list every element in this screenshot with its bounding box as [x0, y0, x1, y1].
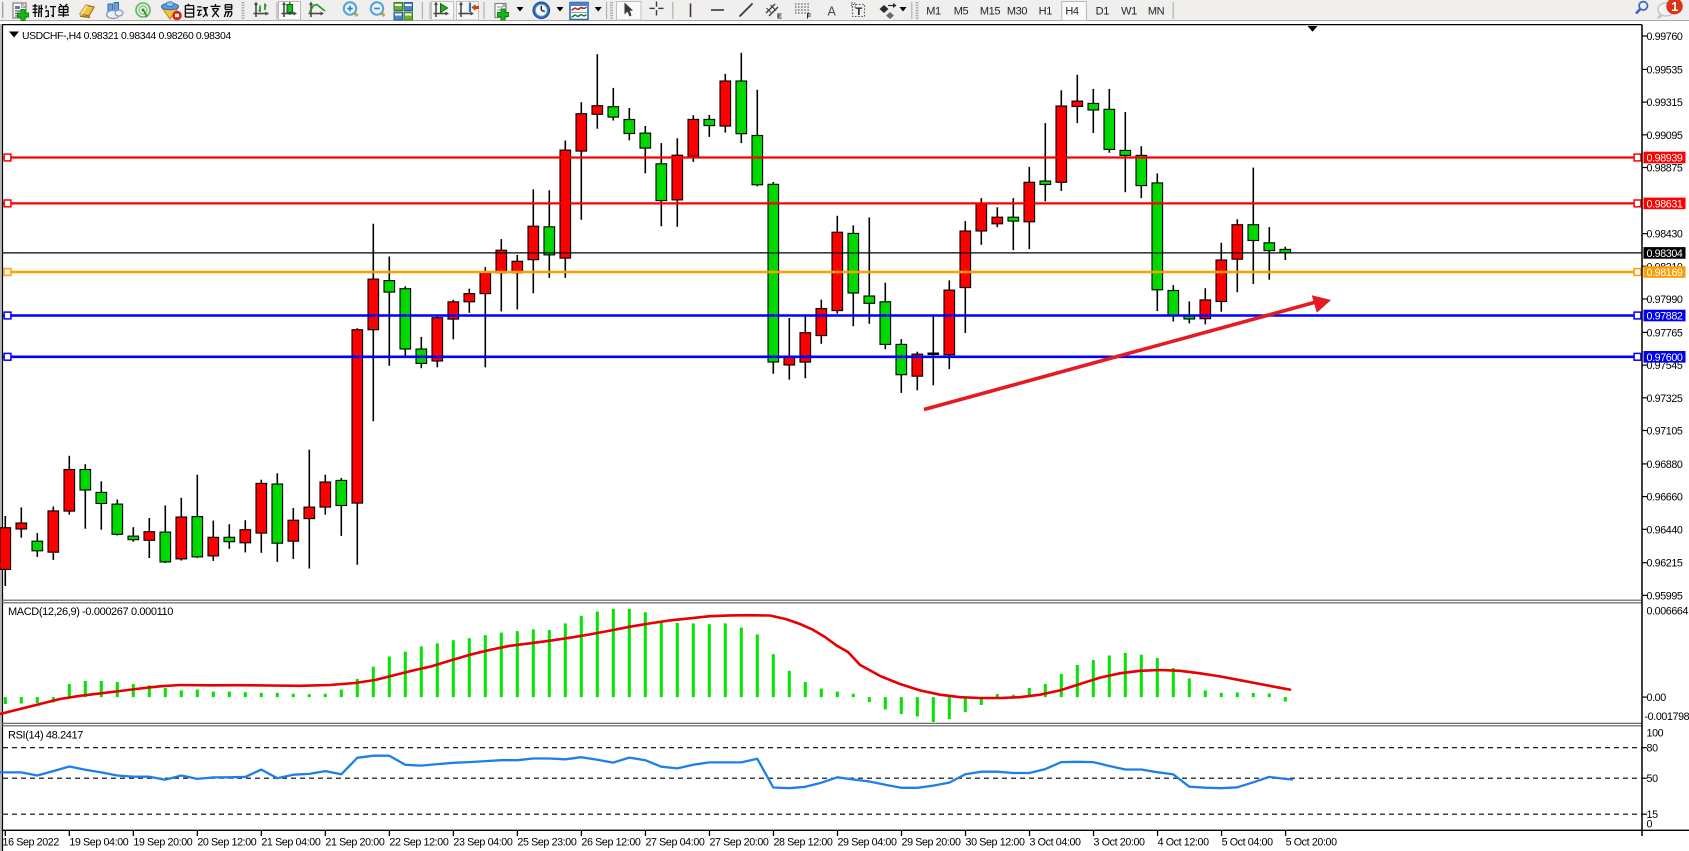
- svg-text:RSI(14) 48.2417: RSI(14) 48.2417: [8, 730, 83, 742]
- svg-text:0.99095: 0.99095: [1647, 130, 1683, 142]
- svg-text:0.97882: 0.97882: [1647, 311, 1683, 323]
- svg-text:21 Sep 20:00: 21 Sep 20:00: [325, 837, 384, 849]
- svg-text:100: 100: [1647, 728, 1664, 740]
- svg-text:W1: W1: [1121, 6, 1137, 18]
- svg-text:15: 15: [1647, 809, 1659, 821]
- svg-text:30 Sep 12:00: 30 Sep 12:00: [966, 837, 1025, 849]
- svg-text:-0.001798: -0.001798: [1645, 711, 1689, 723]
- svg-text:MACD(12,26,9) -0.000267 0.0001: MACD(12,26,9) -0.000267 0.000110: [8, 606, 173, 618]
- svg-text:0.98169: 0.98169: [1647, 267, 1683, 279]
- svg-text:0.98430: 0.98430: [1647, 229, 1683, 241]
- svg-text:50: 50: [1647, 773, 1659, 785]
- svg-text:0: 0: [1647, 818, 1653, 830]
- svg-text:0.98304: 0.98304: [1647, 248, 1683, 260]
- svg-text:0.98631: 0.98631: [1647, 198, 1683, 210]
- svg-text:20 Sep 12:00: 20 Sep 12:00: [197, 837, 256, 849]
- svg-text:29 Sep 04:00: 29 Sep 04:00: [837, 837, 896, 849]
- svg-text:H4: H4: [1065, 6, 1079, 18]
- svg-text:0.95995: 0.95995: [1647, 590, 1683, 602]
- svg-text:0.97600: 0.97600: [1647, 352, 1683, 364]
- svg-text:MN: MN: [1148, 6, 1165, 18]
- svg-text:80: 80: [1647, 743, 1659, 755]
- svg-text:21 Sep 04:00: 21 Sep 04:00: [261, 837, 320, 849]
- svg-text:0.98875: 0.98875: [1647, 163, 1683, 175]
- svg-text:19 Sep 04:00: 19 Sep 04:00: [69, 837, 128, 849]
- svg-text:0.97325: 0.97325: [1647, 393, 1683, 405]
- svg-text:M30: M30: [1007, 6, 1028, 18]
- svg-text:3 Oct 04:00: 3 Oct 04:00: [1030, 837, 1082, 849]
- svg-text:0.96440: 0.96440: [1647, 524, 1683, 536]
- svg-text:0.98939: 0.98939: [1647, 153, 1683, 165]
- svg-text:0.99535: 0.99535: [1647, 64, 1683, 76]
- svg-text:19 Sep 20:00: 19 Sep 20:00: [133, 837, 192, 849]
- svg-text:M15: M15: [980, 6, 1001, 18]
- svg-text:0.97765: 0.97765: [1647, 327, 1683, 339]
- svg-text:0.97545: 0.97545: [1647, 360, 1683, 372]
- svg-text:4 Oct 12:00: 4 Oct 12:00: [1158, 837, 1210, 849]
- svg-text:M5: M5: [954, 6, 969, 18]
- svg-text:H1: H1: [1039, 6, 1053, 18]
- svg-text:F: F: [807, 12, 812, 21]
- svg-text:0.00: 0.00: [1647, 692, 1667, 704]
- svg-text:USDCHF-,H4 0.98321 0.98344 0.: USDCHF-,H4 0.98321 0.98344 0.98260 0.983…: [22, 31, 231, 42]
- svg-text:0.96880: 0.96880: [1647, 459, 1683, 471]
- svg-text:0.006664: 0.006664: [1647, 605, 1689, 617]
- svg-text:D1: D1: [1096, 6, 1110, 18]
- svg-text:A: A: [828, 5, 837, 19]
- svg-text:23 Sep 04:00: 23 Sep 04:00: [453, 837, 512, 849]
- svg-text:28 Sep 12:00: 28 Sep 12:00: [773, 837, 832, 849]
- svg-text:T: T: [856, 6, 863, 18]
- svg-text:27 Sep 20:00: 27 Sep 20:00: [709, 837, 768, 849]
- svg-text:5 Oct 04:00: 5 Oct 04:00: [1222, 837, 1274, 849]
- svg-text:E: E: [777, 12, 782, 21]
- svg-text:1: 1: [1671, 0, 1678, 14]
- svg-text:27 Sep 04:00: 27 Sep 04:00: [645, 837, 704, 849]
- svg-text:0.97105: 0.97105: [1647, 426, 1683, 438]
- svg-text:29 Sep 20:00: 29 Sep 20:00: [902, 837, 961, 849]
- svg-text:0.96215: 0.96215: [1647, 558, 1683, 570]
- svg-text:0.97990: 0.97990: [1647, 294, 1683, 306]
- svg-text:0.96660: 0.96660: [1647, 492, 1683, 504]
- svg-text:16 Sep 2022: 16 Sep 2022: [3, 837, 60, 849]
- svg-text:0.99315: 0.99315: [1647, 97, 1683, 109]
- svg-text:5 Oct 20:00: 5 Oct 20:00: [1286, 837, 1338, 849]
- svg-text:0.99760: 0.99760: [1647, 31, 1683, 43]
- svg-text:22 Sep 12:00: 22 Sep 12:00: [389, 837, 448, 849]
- svg-text:3 Oct 20:00: 3 Oct 20:00: [1094, 837, 1146, 849]
- svg-text:25 Sep 23:00: 25 Sep 23:00: [517, 837, 576, 849]
- svg-text:M1: M1: [926, 6, 941, 18]
- svg-text:26 Sep 12:00: 26 Sep 12:00: [581, 837, 640, 849]
